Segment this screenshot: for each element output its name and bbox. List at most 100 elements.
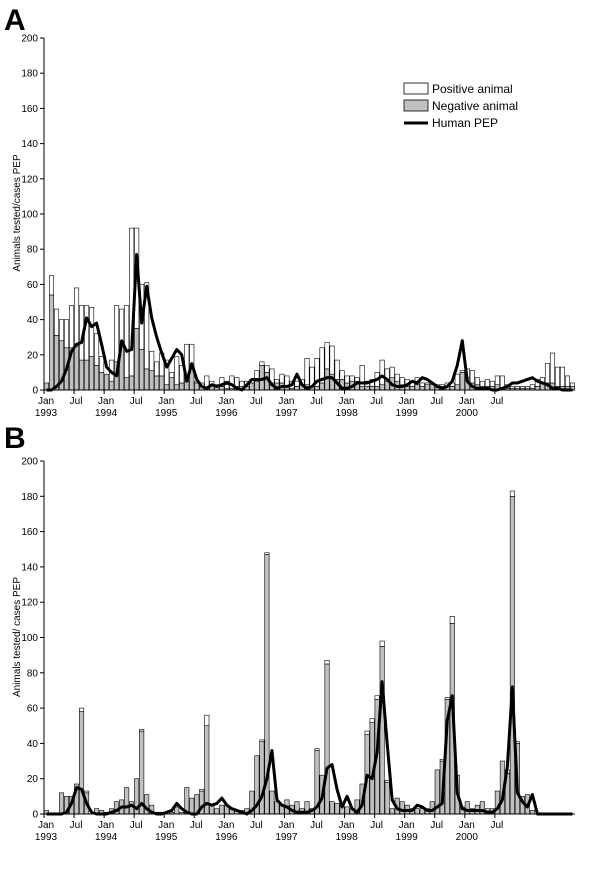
bar-positive-a <box>554 366 560 387</box>
x-tick-label-month-a: Jul <box>130 396 143 407</box>
x-tick-label-year-b: 1993 <box>35 832 58 843</box>
bar-negative-b <box>204 725 210 815</box>
x-tick-label-month-a: Jan <box>459 396 475 407</box>
bar-positive-a <box>524 386 530 389</box>
bar-negative-a <box>74 345 80 391</box>
legend-swatch <box>403 82 429 95</box>
y-tick-label-b: 40 <box>27 739 39 750</box>
x-tick-label-month-a: Jan <box>38 396 54 407</box>
y-tick-label-b: 100 <box>21 633 38 644</box>
bar-positive-a <box>169 372 175 378</box>
bar-positive-a <box>274 379 280 384</box>
x-tick-label-year-a: 1998 <box>335 408 358 419</box>
x-tick-label-year-a: 2000 <box>456 408 479 419</box>
x-tick-label-month-b: Jan <box>399 820 415 831</box>
x-tick-label-month-a: Jul <box>310 396 323 407</box>
bar-positive-a <box>294 380 300 387</box>
bar-negative-a <box>379 384 385 391</box>
bar-positive-a <box>219 377 225 387</box>
bar-positive-a <box>514 386 520 389</box>
x-tick-label-month-b: Jul <box>70 820 83 831</box>
bar-negative-a <box>449 386 455 391</box>
bar-negative-a <box>179 382 185 391</box>
bar-positive-a <box>469 370 475 384</box>
x-tick-label-month-b: Jul <box>430 820 443 831</box>
bar-positive-b <box>79 707 85 712</box>
y-tick-label-b: 60 <box>27 704 39 715</box>
x-tick-label-month-a: Jan <box>158 396 174 407</box>
bar-positive-b <box>199 788 205 792</box>
bar-positive-a <box>64 319 70 349</box>
x-tick-label-month-b: Jul <box>370 820 383 831</box>
y-tick-label-a: 180 <box>21 69 38 80</box>
legend-label: Human PEP <box>432 116 498 130</box>
bar-negative-a <box>159 375 165 391</box>
bar-positive-a <box>74 287 80 347</box>
bar-negative-a <box>419 386 425 391</box>
y-tick-label-b: 20 <box>27 774 39 785</box>
bar-positive-a <box>334 359 340 380</box>
x-tick-label-month-a: Jul <box>370 396 383 407</box>
y-axis-title-a: Animals tested/cases PEP <box>12 154 23 272</box>
bar-negative-a <box>294 386 300 391</box>
bar-positive-a <box>569 382 576 387</box>
bar-negative-a <box>54 335 60 391</box>
bar-negative-a <box>79 359 85 391</box>
bar-positive-b <box>139 728 145 732</box>
bar-negative-a <box>369 386 375 391</box>
bar-positive-a <box>349 375 355 382</box>
bar-positive-a <box>114 305 120 363</box>
bar-positive-a <box>59 319 65 342</box>
x-tick-label-month-b: Jan <box>38 820 54 831</box>
bar-negative-a <box>149 370 155 391</box>
x-tick-label-month-a: Jan <box>278 396 294 407</box>
bar-negative-a <box>219 386 225 391</box>
bar-positive-a <box>529 384 535 389</box>
bar-negative-b <box>259 741 265 815</box>
panel-b: B Animals tested/ cases PEP 0 20 40 60 80 100… <box>4 422 575 843</box>
bar-positive-a <box>94 333 100 366</box>
bar-positive-a <box>419 382 425 387</box>
x-tick-label-year-b: 1994 <box>95 832 118 843</box>
bar-positive-b <box>264 552 270 555</box>
bar-positive-a <box>99 356 105 373</box>
bar-positive-a <box>234 377 240 387</box>
x-tick-label-year-a: 1996 <box>215 408 238 419</box>
y-tick-label-a: 80 <box>27 245 39 256</box>
bar-negative-a <box>319 382 325 391</box>
panel-a: A Animals tested/cases PEP Positive anim… <box>4 4 576 419</box>
x-tick-label-year-b: 1999 <box>396 832 419 843</box>
bar-negative-a <box>169 377 175 391</box>
bar-positive-b <box>379 640 385 647</box>
bar-positive-a <box>509 386 515 389</box>
bar-negative-b <box>414 808 420 815</box>
bar-positive-a <box>494 375 500 386</box>
legend-swatch <box>403 99 429 112</box>
bar-positive-a <box>69 305 75 349</box>
bar-positive-a <box>324 342 330 370</box>
panel-letter-a: A <box>4 4 26 37</box>
x-tick-label-month-a: Jul <box>190 396 203 407</box>
bar-positive-a <box>144 282 150 370</box>
bar-negative-a <box>459 372 465 391</box>
x-tick-label-month-b: Jul <box>130 820 143 831</box>
x-tick-label-month-b: Jan <box>98 820 114 831</box>
x-tick-label-month-a: Jan <box>218 396 234 407</box>
x-tick-label-month-a: Jul <box>70 396 83 407</box>
bar-positive-b <box>84 790 90 794</box>
bar-positive-a <box>389 366 395 378</box>
x-tick-label-year-a: 1999 <box>396 408 419 419</box>
bar-negative-a <box>99 372 105 391</box>
bar-negative-b <box>509 495 515 815</box>
bar-positive-a <box>344 375 350 384</box>
bar-negative-a <box>129 375 135 391</box>
bar-negative-a <box>84 359 90 391</box>
y-tick-label-a: 200 <box>21 34 38 45</box>
bar-positive-a <box>559 366 565 387</box>
bar-positive-a <box>484 379 490 387</box>
bar-negative-a <box>364 386 370 391</box>
bar-positive-a <box>459 370 465 373</box>
bar-positive-b <box>324 660 330 665</box>
x-tick-label-month-b: Jul <box>190 820 203 831</box>
bar-positive-a <box>319 347 325 384</box>
